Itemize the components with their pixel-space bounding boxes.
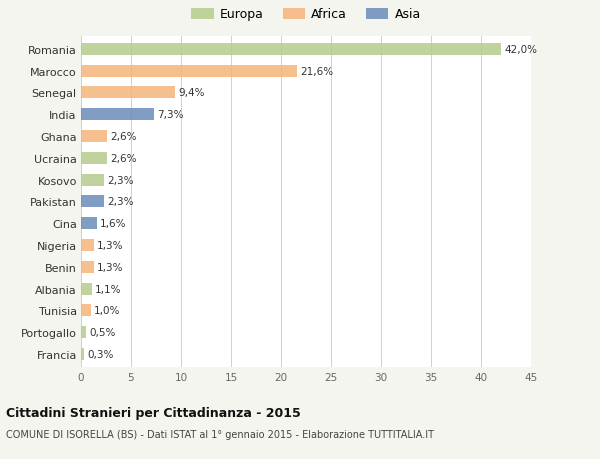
Bar xyxy=(81,326,86,338)
Text: 42,0%: 42,0% xyxy=(504,45,537,55)
Bar xyxy=(81,174,104,186)
Text: 1,3%: 1,3% xyxy=(97,262,124,272)
Text: 0,3%: 0,3% xyxy=(87,349,113,359)
Bar xyxy=(81,109,154,121)
Text: COMUNE DI ISORELLA (BS) - Dati ISTAT al 1° gennaio 2015 - Elaborazione TUTTITALI: COMUNE DI ISORELLA (BS) - Dati ISTAT al … xyxy=(6,429,434,439)
Text: 0,5%: 0,5% xyxy=(89,327,115,337)
Bar xyxy=(81,66,297,78)
Text: Cittadini Stranieri per Cittadinanza - 2015: Cittadini Stranieri per Cittadinanza - 2… xyxy=(6,406,301,419)
Text: 1,3%: 1,3% xyxy=(97,241,124,251)
Text: 2,6%: 2,6% xyxy=(110,132,137,142)
Bar xyxy=(81,131,107,143)
Text: 21,6%: 21,6% xyxy=(300,67,333,77)
Text: 9,4%: 9,4% xyxy=(178,88,205,98)
Bar xyxy=(81,305,91,317)
Text: 2,3%: 2,3% xyxy=(107,175,133,185)
Text: 1,6%: 1,6% xyxy=(100,218,127,229)
Legend: Europa, Africa, Asia: Europa, Africa, Asia xyxy=(188,6,424,24)
Bar xyxy=(81,348,84,360)
Bar xyxy=(81,240,94,252)
Text: 2,3%: 2,3% xyxy=(107,197,133,207)
Bar xyxy=(81,218,97,230)
Bar xyxy=(81,261,94,273)
Text: 7,3%: 7,3% xyxy=(157,110,184,120)
Bar xyxy=(81,152,107,164)
Bar xyxy=(81,44,501,56)
Bar xyxy=(81,87,175,99)
Text: 2,6%: 2,6% xyxy=(110,153,137,163)
Bar xyxy=(81,196,104,208)
Text: 1,1%: 1,1% xyxy=(95,284,121,294)
Text: 1,0%: 1,0% xyxy=(94,306,121,316)
Bar xyxy=(81,283,92,295)
